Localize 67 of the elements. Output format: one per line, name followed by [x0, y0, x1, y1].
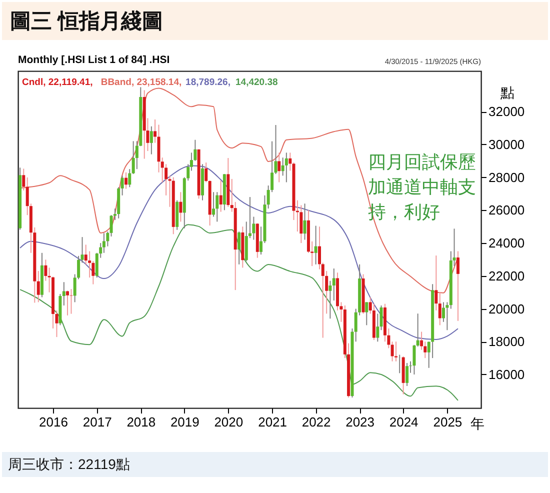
candlestick	[204, 162, 208, 183]
candlestick	[44, 259, 48, 282]
candlestick	[328, 280, 332, 320]
text: 18,789.26,	[186, 77, 230, 88]
x-tick-label: 2023	[346, 414, 375, 430]
candlestick	[394, 341, 398, 362]
candlestick	[376, 313, 380, 342]
candlestick	[128, 168, 132, 188]
candlestick	[438, 292, 442, 326]
line-series	[20, 88, 458, 294]
x-tick-label: 2021	[258, 414, 287, 430]
candlestick	[390, 341, 394, 362]
chart-title: 圖三 恒指月綫圖	[10, 10, 163, 33]
y-tick-label: 18000	[488, 334, 525, 350]
candlestick	[284, 152, 288, 183]
candlestick	[274, 124, 278, 175]
y-tick-label: 24000	[488, 236, 525, 251]
candlestick	[278, 152, 281, 183]
candlestick	[36, 270, 40, 303]
candlestick	[212, 192, 216, 218]
candlestick	[22, 168, 26, 191]
x-tick-label: 2016	[39, 414, 68, 430]
candlestick	[66, 290, 70, 316]
y-tick-label: 30000	[488, 136, 525, 152]
y-axis-title: 點	[500, 84, 514, 100]
candlestick	[434, 255, 438, 311]
x-tick-label: 2019	[170, 414, 200, 430]
y-tick-label: 26000	[488, 202, 525, 218]
candlestick	[416, 313, 420, 348]
series-label: BBand, 23,158.14,	[100, 77, 182, 88]
candlestick	[132, 140, 135, 175]
candlestick	[446, 302, 449, 331]
candlestick	[406, 362, 409, 386]
y-tick-label: 22000	[488, 268, 525, 284]
candlestick	[80, 236, 84, 264]
line-series	[20, 224, 458, 401]
x-tick-label: 2024	[389, 414, 418, 430]
candlestick	[456, 250, 460, 322]
x-tick-label: 2017	[82, 414, 112, 430]
x-tick-label: 2022	[302, 414, 331, 430]
candlestick	[303, 203, 306, 240]
candlestick	[380, 304, 383, 331]
y-tick-label: 32000	[488, 104, 525, 120]
candlestick	[238, 231, 241, 265]
text: 14,420.38	[236, 77, 278, 88]
candlestick	[332, 268, 336, 302]
y-tick-label: 28000	[488, 170, 525, 185]
x-tick-label: 2025	[433, 414, 462, 430]
x-tick-label: 2020	[214, 414, 244, 430]
candlestick	[62, 282, 66, 306]
candlestick	[365, 302, 368, 326]
y-tick-label: 20000	[488, 301, 525, 316]
candlestick	[219, 180, 222, 212]
candlestick	[179, 192, 182, 222]
candlestick	[216, 192, 219, 222]
candlestick	[412, 344, 416, 375]
chart-subtitle: Monthly [.HSI List 1 of 84] .HSI	[18, 54, 170, 66]
text: Cndl, 22,119.41,	[22, 77, 93, 88]
x-axis-title: 年	[470, 416, 484, 432]
candlestick	[124, 172, 128, 190]
text: 周三收市：22119點	[8, 456, 130, 472]
candlestick	[300, 204, 303, 244]
candlestick	[120, 175, 124, 196]
candlestick	[150, 126, 153, 155]
x-tick-label: 2018	[126, 414, 156, 430]
y-tick-label: 16000	[488, 366, 525, 382]
candlestick	[314, 225, 318, 265]
